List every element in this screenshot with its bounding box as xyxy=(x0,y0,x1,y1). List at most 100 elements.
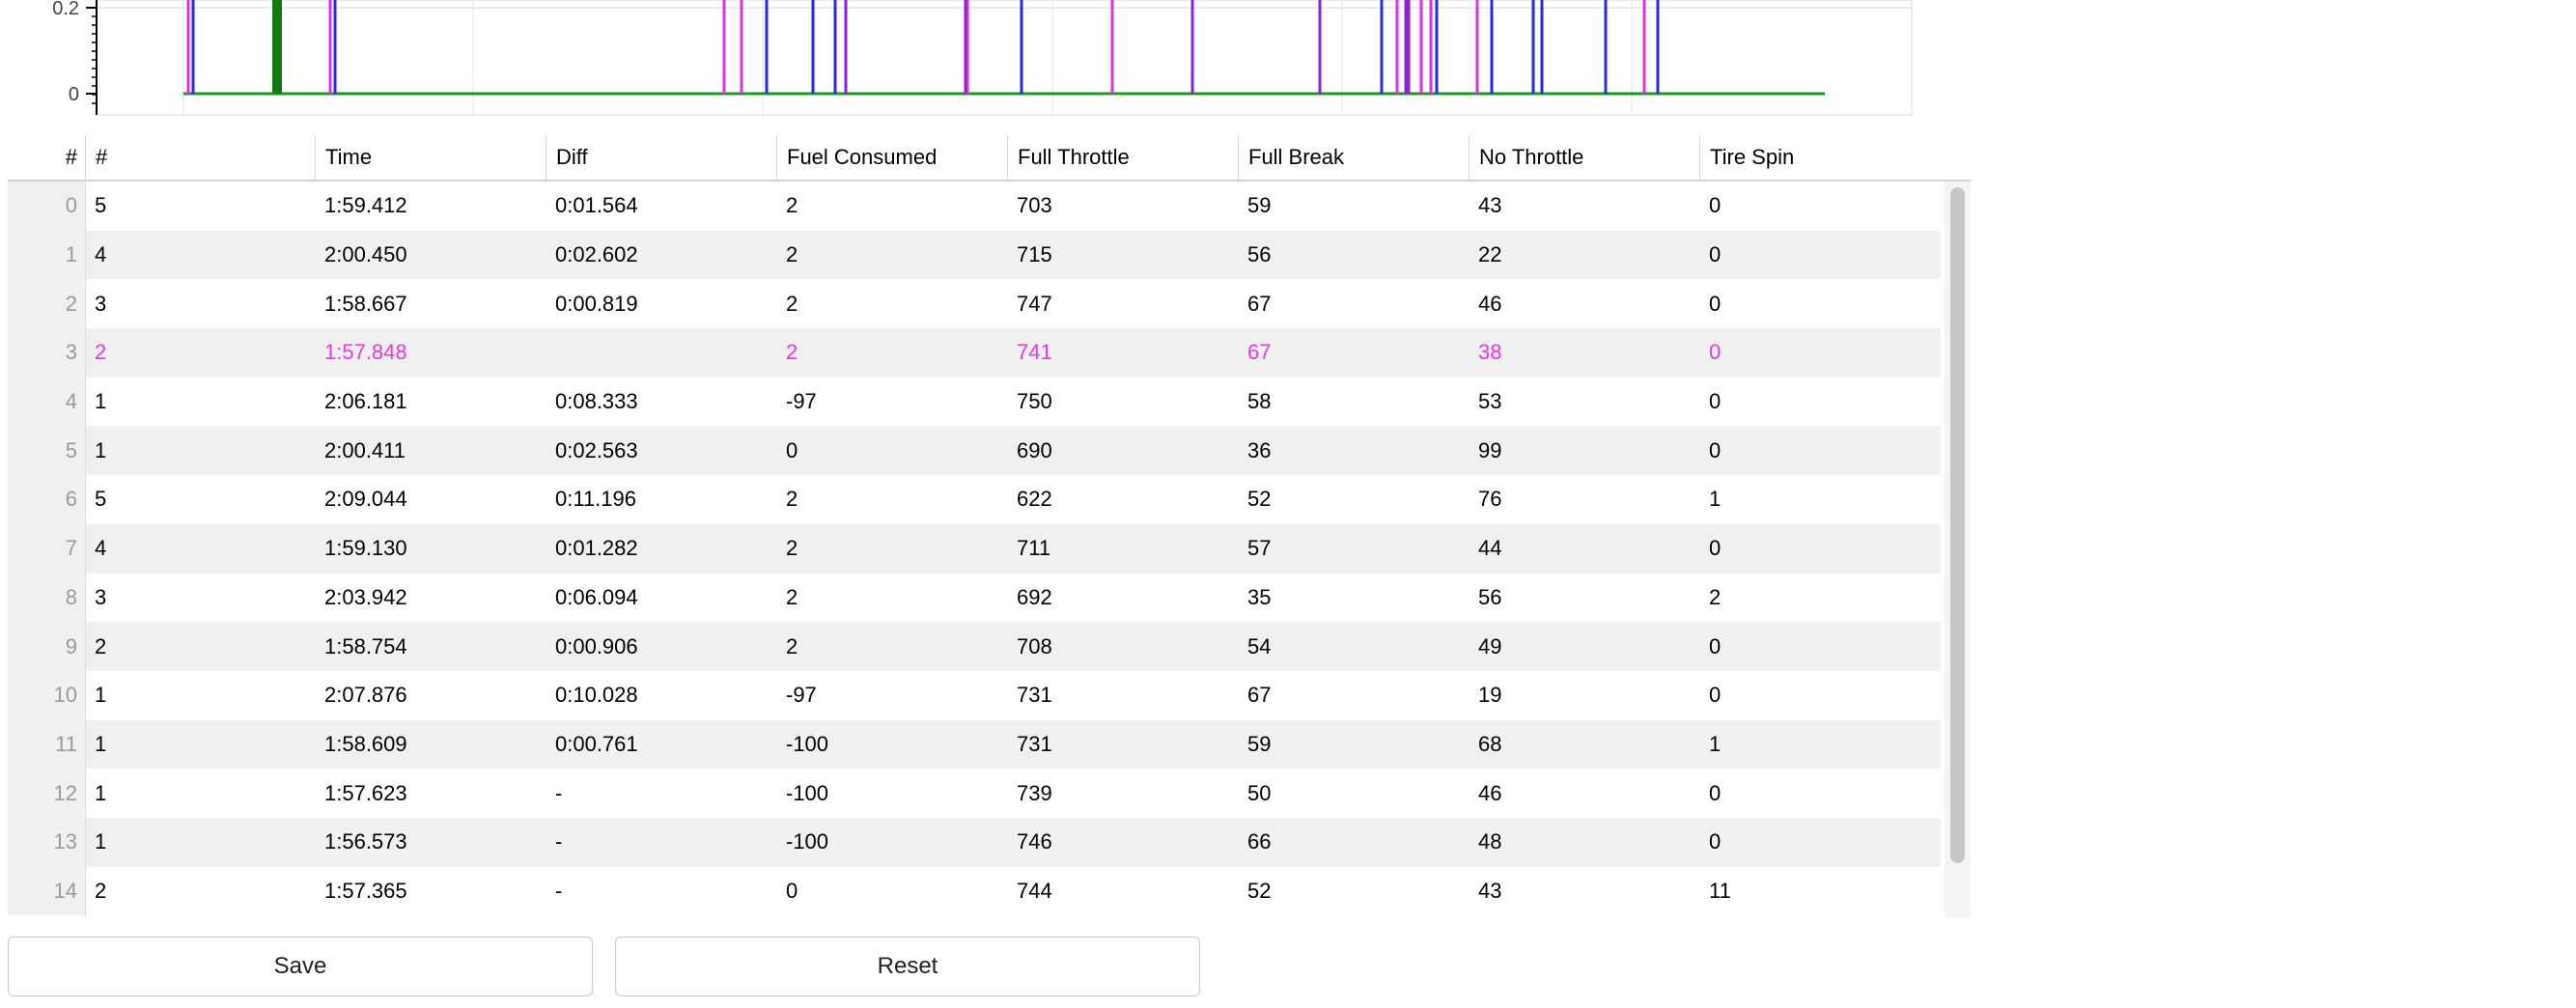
cell-full-break: 67 xyxy=(1247,683,1272,708)
cell-fuel-consumed: 2 xyxy=(786,242,798,267)
table-row[interactable]: 10 1 2:07.876 0:10.028 -97 731 67 19 0 xyxy=(8,670,1941,720)
cell-lap: 5 xyxy=(95,487,107,512)
cell-lap: 5 xyxy=(95,193,107,218)
cell-tire-spin: 0 xyxy=(1709,242,1722,267)
vertical-scrollbar[interactable] xyxy=(1945,182,1971,917)
cell-full-break: 58 xyxy=(1247,389,1272,414)
table-row[interactable]: 7 4 1:59.130 0:01.282 2 711 57 44 0 xyxy=(8,523,1941,574)
cell-diff: 0:00.819 xyxy=(555,291,638,316)
col-header-lap[interactable]: # xyxy=(85,135,315,180)
cell-full-throttle: 692 xyxy=(1017,584,1052,609)
col-header-full-break[interactable]: Full Break xyxy=(1238,135,1469,180)
scrollbar-thumb[interactable] xyxy=(1950,187,1965,863)
magenta-event-bar xyxy=(1110,0,1114,94)
table-row[interactable]: 0 5 1:59.412 0:01.564 2 703 59 43 0 xyxy=(8,182,1941,231)
col-header-index[interactable]: # xyxy=(65,145,77,169)
col-header-time[interactable]: Time xyxy=(315,135,546,180)
row-index: 10 xyxy=(8,670,85,720)
blue-event-bar xyxy=(833,0,837,94)
purple-event-bar xyxy=(844,0,848,94)
blue-event-bar xyxy=(765,0,769,94)
cell-full-throttle: 739 xyxy=(1017,780,1052,805)
cell-time: 2:06.181 xyxy=(324,389,407,414)
blue-event-bar xyxy=(1020,0,1023,94)
cell-fuel-consumed: 2 xyxy=(786,536,798,561)
cell-lap: 2 xyxy=(95,878,107,903)
table-row[interactable]: 4 1 2:06.181 0:08.333 -97 750 58 53 0 xyxy=(8,377,1941,427)
table-row[interactable]: 11 1 1:58.609 0:00.761 -100 731 59 68 1 xyxy=(8,719,1941,770)
cell-diff: 0:10.028 xyxy=(555,683,638,708)
magenta-event-bar xyxy=(1642,0,1646,94)
col-header-fuel-consumed[interactable]: Fuel Consumed xyxy=(776,135,1007,180)
cell-fuel-consumed: -100 xyxy=(786,780,829,805)
col-header-no-throttle[interactable]: No Throttle xyxy=(1469,135,1699,180)
cell-time: 2:09.044 xyxy=(324,487,407,512)
purple-event-bar xyxy=(964,0,967,94)
blue-event-bar xyxy=(191,0,195,94)
cell-fuel-consumed: -100 xyxy=(786,731,829,756)
cell-diff: 0:01.564 xyxy=(555,193,638,218)
table-row[interactable]: 6 5 2:09.044 0:11.196 2 622 52 76 1 xyxy=(8,475,1941,524)
magenta-event-bar xyxy=(186,0,190,94)
table-header: # # Time Diff Fuel Consumed Full Throttl… xyxy=(8,135,1971,182)
table-row[interactable]: 2 3 1:58.667 0:00.819 2 747 67 46 0 xyxy=(8,279,1941,329)
cell-tire-spin: 11 xyxy=(1709,878,1731,903)
save-button[interactable]: Save xyxy=(8,937,593,996)
cell-full-break: 59 xyxy=(1247,193,1272,218)
cell-tire-spin: 0 xyxy=(1709,291,1722,316)
cell-full-break: 67 xyxy=(1247,340,1272,365)
cell-time: 1:57.848 xyxy=(324,340,407,365)
col-header-tire-spin[interactable]: Tire Spin xyxy=(1699,135,1945,180)
cell-diff: 0:02.602 xyxy=(555,242,638,267)
magenta-event-bar xyxy=(328,0,332,94)
cell-time: 1:57.623 xyxy=(324,780,407,805)
row-index: 11 xyxy=(8,719,85,770)
table-row[interactable]: 5 1 2:00.411 0:02.563 0 690 36 99 0 xyxy=(8,426,1941,476)
cell-full-break: 66 xyxy=(1247,829,1272,854)
col-header-full-throttle[interactable]: Full Throttle xyxy=(1007,135,1238,180)
cell-fuel-consumed: -100 xyxy=(786,829,829,854)
magenta-event-bar xyxy=(1475,0,1479,94)
cell-full-break: 56 xyxy=(1247,242,1272,267)
cell-lap: 3 xyxy=(95,584,107,609)
cell-full-break: 57 xyxy=(1247,536,1272,561)
cell-no-throttle: 44 xyxy=(1478,536,1502,561)
y-tick-label: 0 xyxy=(69,84,79,105)
magenta-event-bar xyxy=(1419,0,1423,94)
row-index: 0 xyxy=(8,182,85,231)
cell-full-throttle: 731 xyxy=(1017,683,1052,708)
cell-time: 1:59.412 xyxy=(324,193,407,218)
table-row[interactable]: 3 2 1:57.848 2 741 67 38 0 xyxy=(8,328,1941,378)
cell-no-throttle: 48 xyxy=(1478,829,1502,854)
table-row[interactable]: 8 3 2:03.942 0:06.094 2 692 35 56 2 xyxy=(8,573,1941,623)
blue-event-bar xyxy=(1380,0,1384,94)
reset-button[interactable]: Reset xyxy=(615,937,1200,996)
table-row[interactable]: 1 4 2:00.450 0:02.602 2 715 56 22 0 xyxy=(8,230,1941,280)
cell-tire-spin: 2 xyxy=(1709,584,1722,609)
cell-tire-spin: 0 xyxy=(1709,437,1722,462)
col-header-diff[interactable]: Diff xyxy=(546,135,776,180)
table-row[interactable]: 14 2 1:57.365 - 0 744 52 43 11 xyxy=(8,866,1941,916)
cell-tire-spin: 0 xyxy=(1709,536,1722,561)
cell-tire-spin: 0 xyxy=(1709,193,1722,218)
cell-full-throttle: 715 xyxy=(1017,242,1052,267)
cell-full-break: 35 xyxy=(1247,584,1272,609)
table-row[interactable]: 13 1 1:56.573 - -100 746 66 48 0 xyxy=(8,817,1941,867)
cell-no-throttle: 46 xyxy=(1478,291,1502,316)
cell-fuel-consumed: -97 xyxy=(786,389,817,414)
cell-tire-spin: 1 xyxy=(1709,731,1722,756)
cell-tire-spin: 0 xyxy=(1709,633,1722,658)
cell-lap: 1 xyxy=(95,389,107,414)
cell-diff: - xyxy=(555,829,563,854)
magenta-event-bar xyxy=(722,0,726,94)
cell-tire-spin: 1 xyxy=(1709,487,1722,512)
row-index: 8 xyxy=(8,573,85,623)
table-row[interactable]: 9 2 1:58.754 0:00.906 2 708 54 49 0 xyxy=(8,622,1941,671)
lap-events-chart: 0.20 xyxy=(52,0,1913,116)
purple-event-bar xyxy=(1318,0,1322,94)
cell-no-throttle: 53 xyxy=(1478,389,1502,414)
cell-no-throttle: 76 xyxy=(1478,487,1502,512)
cell-diff: 0:08.333 xyxy=(555,389,638,414)
blue-event-bar xyxy=(1435,0,1439,94)
table-row[interactable]: 12 1 1:57.623 - -100 739 50 46 0 xyxy=(8,769,1941,818)
